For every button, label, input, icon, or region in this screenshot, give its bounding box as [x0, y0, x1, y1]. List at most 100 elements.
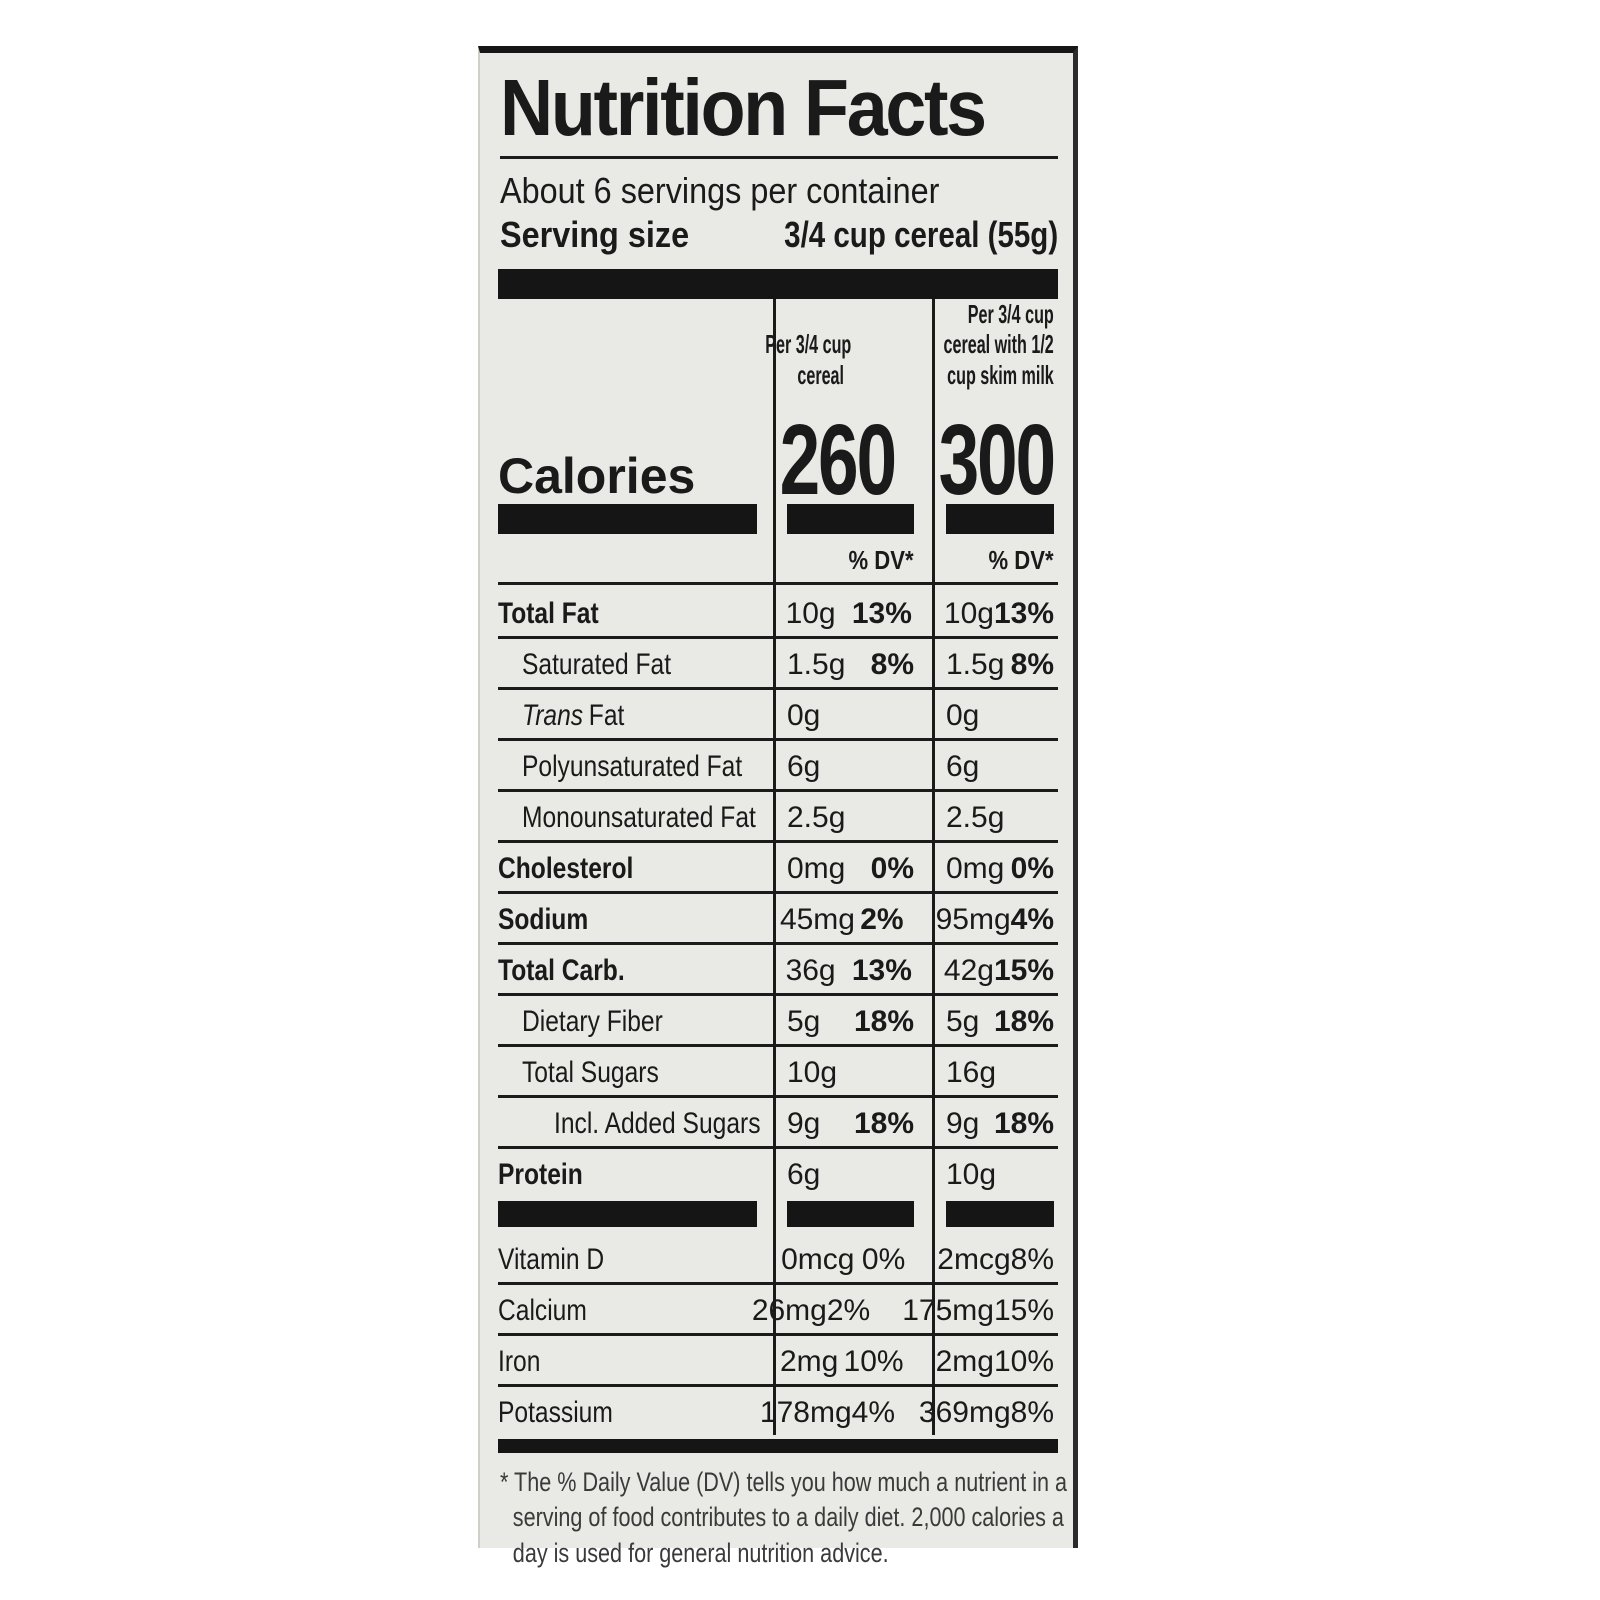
nutrient-name: Total Carb. — [498, 953, 772, 993]
daily-value-percent: 18% — [993, 1004, 1054, 1038]
nutrient-v1-cell: 0mcg 0% — [767, 1244, 923, 1282]
amount-value: 9g — [946, 1106, 980, 1140]
amount-value: 1.5g — [787, 647, 846, 681]
amount-value: 2mcg — [937, 1242, 1011, 1276]
row-protein: Protein 6g 10g — [498, 1145, 1058, 1197]
nutrient-v1-cell: 6g — [773, 751, 932, 789]
nutrient-name: Monounsaturated Fat — [498, 800, 773, 840]
nutrient-name-label: Dietary Fiber — [522, 1004, 663, 1038]
column-divider-2 — [932, 298, 935, 1435]
amount-value: 16g — [946, 1055, 997, 1089]
nutrient-name-label: Total Sugars — [522, 1055, 659, 1089]
nutrient-rows: Total Fat 10g 13% 10g 13% Saturated Fat 1.5g 8%… — [480, 585, 1073, 1197]
nutrient-v1-cell: 10g 13% — [772, 596, 930, 636]
nutrient-v2-cell: 5g 18% — [932, 1004, 1058, 1044]
nutrient-name-label: Polyunsaturated Fat — [522, 749, 743, 783]
amount-value: 10g — [785, 596, 836, 630]
nutrient-name-label: Total Carb. — [498, 953, 625, 987]
nutrient-name-text: Dietary Fiber — [522, 1004, 663, 1038]
separator-bar — [498, 503, 757, 534]
amount-value: 6g — [787, 1157, 821, 1191]
column-header-line: cereal — [797, 360, 845, 391]
nutrient-name-text: Protein — [498, 1159, 583, 1190]
row-polyunsaturated-fat: Polyunsaturated Fat 6g 6g — [498, 737, 1058, 789]
calories-underline-name — [498, 503, 773, 534]
row-iron: Iron 2mg 10% 2mg 10% — [498, 1332, 1058, 1384]
nutrient-name-text: Total Sugars — [522, 1055, 659, 1089]
daily-value-percent: 8% — [1010, 1395, 1054, 1429]
daily-value-percent: 10% — [993, 1344, 1054, 1378]
row-calcium: Calcium 26mg 2% 175mg 15% — [498, 1281, 1058, 1333]
nutrient-v2-cell: 10g — [932, 1159, 1058, 1197]
row-total-sugars: Total Sugars 10g 16g — [498, 1043, 1058, 1095]
column-header-with-milk: Per 3/4 cup cereal with 1/2 cup skim milk — [862, 299, 1058, 391]
calories-value-cereal: 260 — [723, 410, 897, 510]
dv-header-row: % DV* % DV* — [498, 539, 1058, 585]
nutrient-name-text: Incl. Added Sugars — [554, 1108, 761, 1139]
nutrient-v2-cell: 10g 13% — [930, 596, 1058, 636]
nutrient-v2-cell: 9g 18% — [932, 1106, 1058, 1146]
nutrient-name: Polyunsaturated Fat — [498, 749, 773, 789]
footnote: * The % Daily Value (DV) tells you how m… — [500, 1465, 1067, 1572]
nutrient-v2-cell: 42g 15% — [930, 953, 1058, 993]
calories-label-text: Calories — [498, 447, 696, 504]
nutrient-name-text: Trans Fat — [522, 700, 624, 731]
separator-bar — [787, 503, 914, 534]
calories-underline-row — [498, 499, 1058, 539]
nutrition-table: Per 3/4 cup cereal Per 3/4 cup cereal with… — [480, 299, 1073, 1435]
nutrient-name-text: Iron — [498, 1346, 540, 1377]
calories-row: Calories 260 300 — [498, 401, 1058, 510]
label-title-text: Nutrition Facts — [500, 63, 987, 152]
nutrient-v2-cell: 2mcg 8% — [923, 1242, 1058, 1282]
nutrient-name-text: Polyunsaturated Fat — [522, 749, 743, 783]
nutrient-v1-cell: 26mg 2% — [738, 1293, 888, 1333]
daily-value-percent: 15% — [993, 953, 1054, 987]
nutrient-v1-cell: 9g 18% — [773, 1106, 932, 1146]
nutrient-v1-cell: 10g — [773, 1057, 932, 1095]
nutrient-v1-cell: 0g — [773, 698, 932, 738]
amount-value: 36g — [785, 953, 836, 987]
nutrient-name: Trans Fat — [498, 700, 773, 738]
nutrient-v2-cell: 2mg 10% — [922, 1344, 1058, 1384]
footnote-asterisk: * — [500, 1466, 509, 1497]
dv-header-col2-text: % DV* — [988, 544, 1054, 575]
nutrient-name-text: Potassium — [498, 1397, 613, 1428]
daily-value-percent: 13% — [851, 953, 912, 987]
column-header-line: Per 3/4 cup — [967, 298, 1054, 329]
amount-value: 45mg — [779, 902, 855, 936]
amount-value: 42g — [943, 953, 994, 987]
nutrient-v2-cell: 6g — [932, 749, 1058, 789]
nutrient-v1-cell: 5g 18% — [773, 1004, 932, 1044]
amount-value: 10g — [943, 596, 994, 630]
daily-value-percent: 15% — [993, 1293, 1054, 1327]
nutrient-name: Total Fat — [498, 598, 772, 636]
amount-value: 2mg — [935, 1344, 994, 1378]
daily-value-percent: 18% — [853, 1106, 914, 1140]
calories-label: Calories — [498, 447, 723, 504]
nutrient-v1-cell: 1.5g 8% — [773, 647, 932, 687]
nutrient-name-label: Cholesterol — [498, 851, 634, 885]
daily-value-percent: 18% — [993, 1106, 1054, 1140]
amount-value: 0g — [946, 698, 980, 732]
amount-value: 0mg — [787, 851, 846, 885]
separator-bar — [946, 1200, 1054, 1227]
daily-value-percent: 2% — [826, 1293, 871, 1327]
nutrient-name-label: Monounsaturated Fat — [522, 800, 756, 834]
amount-value: 0g — [787, 698, 821, 732]
amount-value: 2mg — [779, 1344, 839, 1378]
daily-value-percent: 0% — [1010, 851, 1054, 885]
dv-header-col2: % DV* — [932, 545, 1058, 582]
row-monounsaturated-fat: Monounsaturated Fat 2.5g 2.5g — [498, 788, 1058, 840]
daily-value-percent: 18% — [853, 1004, 914, 1038]
nutrient-v1-cell: 178mg 4% — [746, 1397, 905, 1435]
nutrient-v1-cell: 36g 13% — [772, 953, 930, 993]
row-sodium: Sodium 45mg 2% 95mg 4% — [498, 890, 1058, 942]
amount-value: 6g — [946, 749, 980, 783]
row-trans-fat: Trans Fat 0g 0g — [498, 686, 1058, 738]
nutrient-name-text: Vitamin D — [498, 1244, 604, 1275]
daily-value-percent: 10% — [843, 1344, 904, 1378]
nutrient-v2-cell: 16g — [932, 1055, 1058, 1095]
micronutrient-rows: Vitamin D 0mcg 0% 2mcg 8% Calcium 26mg 2% 175mg 1… — [480, 1231, 1073, 1435]
nutrient-name-label: Calcium — [498, 1293, 587, 1327]
nutrient-v2-cell: 175mg 15% — [888, 1293, 1058, 1333]
